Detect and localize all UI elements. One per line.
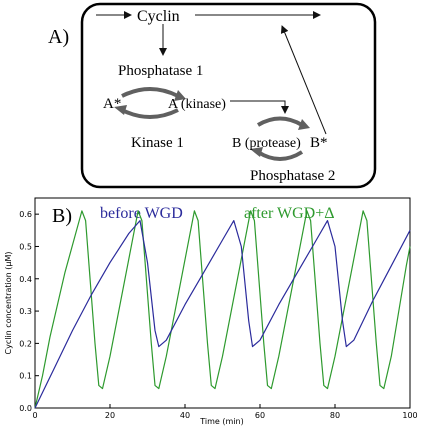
x-tick-label: 20 bbox=[105, 411, 115, 420]
legend-before-wgd: before WGD bbox=[100, 205, 183, 222]
x-tick-label: 40 bbox=[180, 411, 190, 420]
node-a-kinase: A (kinase) bbox=[168, 97, 226, 112]
node-a-star: A* bbox=[103, 96, 121, 112]
plot-area-frame bbox=[34, 197, 411, 409]
y-tick-label: 0.6 bbox=[19, 210, 32, 219]
panel-a-label: A) bbox=[48, 26, 69, 48]
x-tick-label: 100 bbox=[402, 411, 417, 420]
node-b-protease: B (protease) bbox=[232, 136, 301, 151]
node-cyclin: Cyclin bbox=[137, 8, 180, 25]
y-tick-label: 0.4 bbox=[19, 275, 32, 284]
panel-a: A) Cyclin Phosphatase 1 A* A (kinase) Ki… bbox=[48, 2, 377, 189]
x-axis-label: Time (min) bbox=[199, 417, 243, 426]
arrow-a-to-b bbox=[230, 100, 289, 114]
y-tick-label: 0.2 bbox=[19, 339, 32, 348]
series-line-before-wgd bbox=[34, 220, 411, 409]
arrow-bstar-to-cyclin bbox=[280, 25, 327, 135]
panel-b: B) before WGD after WGD+Δ 0 20 40 60 80 100 0.… bbox=[4, 197, 418, 426]
legend-after-wgd: after WGD+Δ bbox=[244, 205, 335, 222]
y-axis-label: Cyclin concentration (μM) bbox=[4, 252, 13, 355]
node-phosphatase-1: Phosphatase 1 bbox=[118, 63, 203, 79]
x-tick-label: 60 bbox=[255, 411, 265, 420]
panel-a-frame bbox=[80, 2, 377, 189]
cycle-a-arrows bbox=[114, 87, 186, 119]
node-b-star: B* bbox=[310, 135, 328, 151]
x-tick-label: 80 bbox=[330, 411, 340, 420]
node-kinase-1: Kinase 1 bbox=[131, 135, 184, 151]
x-tick-label: 0 bbox=[32, 411, 37, 420]
y-tick-label: 0.3 bbox=[19, 307, 32, 316]
series-layer bbox=[34, 210, 411, 409]
series-line-after-wgd bbox=[34, 210, 411, 409]
cycle-b-arrows bbox=[250, 116, 310, 161]
axis-ticks: 0 20 40 60 80 100 0.0 0.1 0.2 0.3 0.4 0.5 0.6 bbox=[19, 210, 417, 420]
node-phosphatase-2: Phosphatase 2 bbox=[250, 168, 335, 184]
y-tick-label: 0.5 bbox=[19, 242, 32, 251]
y-tick-label: 0.1 bbox=[19, 372, 32, 381]
y-tick-label: 0.0 bbox=[19, 404, 32, 413]
panel-b-label: B) bbox=[52, 205, 72, 227]
